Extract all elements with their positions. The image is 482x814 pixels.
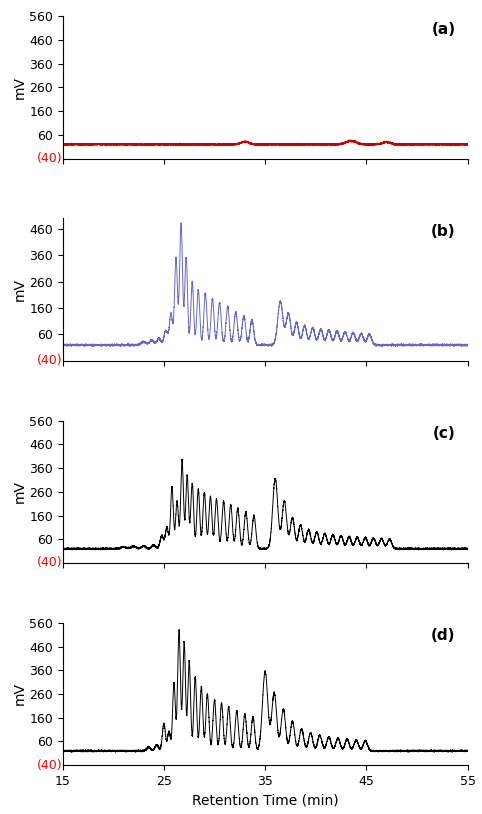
- Y-axis label: mV: mV: [12, 76, 27, 99]
- Y-axis label: mV: mV: [12, 682, 27, 706]
- X-axis label: Retention Time (min): Retention Time (min): [192, 794, 338, 807]
- Text: (40): (40): [37, 557, 63, 570]
- Y-axis label: mV: mV: [13, 278, 27, 301]
- Text: (d): (d): [431, 628, 455, 644]
- Text: (a): (a): [431, 22, 455, 37]
- Y-axis label: mV: mV: [12, 480, 27, 503]
- Text: (40): (40): [37, 759, 63, 772]
- Text: (b): (b): [431, 224, 455, 239]
- Text: (40): (40): [37, 152, 63, 165]
- Text: (40): (40): [37, 354, 63, 367]
- Text: (c): (c): [433, 427, 455, 441]
